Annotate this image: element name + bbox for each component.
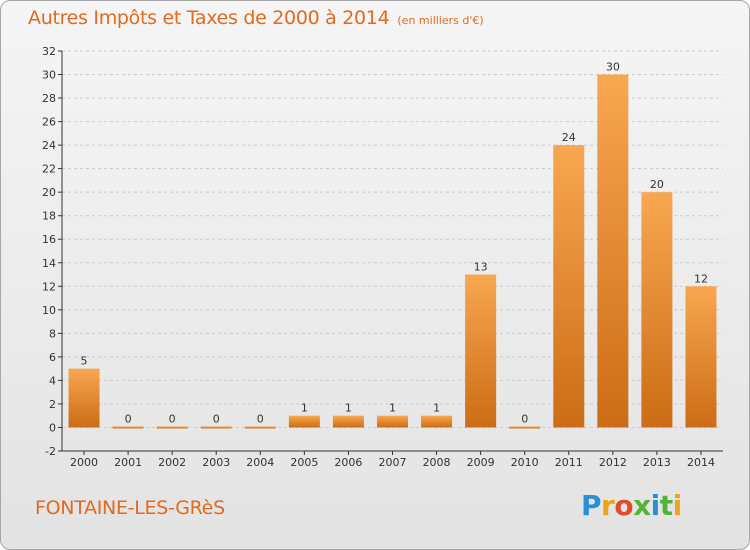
logo-letter: i	[650, 489, 661, 522]
bar-2000	[68, 368, 100, 428]
bar-2007	[377, 415, 408, 428]
data-label: 1	[301, 402, 308, 415]
bar-2004	[244, 426, 276, 429]
x-tick-label: 2008	[423, 456, 451, 469]
data-label: 0	[213, 412, 220, 425]
y-tick-label: 28	[42, 92, 56, 105]
data-label: 1	[389, 402, 396, 415]
y-tick-label: 4	[49, 374, 56, 387]
bar-2011	[553, 145, 585, 428]
x-tick-label: 2006	[334, 456, 362, 469]
y-tick-label: 32	[42, 45, 56, 58]
y-tick-label: 26	[42, 116, 56, 129]
data-label: 12	[694, 272, 708, 285]
bar-2013	[641, 192, 673, 428]
chart-title: Autres Impôts et Taxes de 2000 à 2014	[28, 7, 390, 29]
x-tick-label: 2002	[158, 456, 186, 469]
x-tick-label: 2004	[246, 456, 274, 469]
y-tick-label: 8	[49, 327, 56, 340]
logo-letter: x	[633, 489, 651, 522]
data-label: 5	[81, 355, 88, 368]
logo-letter: o	[614, 489, 634, 522]
bar-2010	[509, 426, 541, 429]
y-tick-label: 24	[42, 139, 56, 152]
x-tick-label: 2000	[70, 456, 98, 469]
logo-letter: r	[601, 489, 615, 522]
data-label: 0	[125, 412, 132, 425]
data-label: 24	[562, 131, 576, 144]
chart-unit: (en milliers d'€)	[397, 14, 484, 27]
y-tick-label: 6	[49, 351, 56, 364]
data-labels: 5 0 0 0 0 1 1 1 1 13 0 24 30 20 12	[81, 61, 708, 426]
y-tick-label: 30	[42, 69, 56, 82]
logo-letter: i	[672, 489, 683, 522]
x-tick-label: 2005	[290, 456, 318, 469]
bar-2009	[465, 274, 497, 428]
data-label: 13	[474, 261, 488, 274]
y-tick-label: 10	[42, 304, 56, 317]
chart-title-block: Autres Impôts et Taxes de 2000 à 2014 (en…	[28, 7, 484, 29]
commune-name: FONTAINE-LES-GRèS	[35, 497, 225, 519]
bar-2006	[332, 415, 364, 428]
x-tick-label: 2007	[379, 456, 407, 469]
bar-2014	[685, 286, 717, 428]
x-tick-label: 2014	[687, 456, 715, 469]
bar-2008	[421, 415, 453, 428]
y-tick-label: 20	[42, 186, 56, 199]
bars	[68, 74, 717, 429]
bar-2002	[156, 426, 188, 429]
y-tick-label: 22	[42, 163, 56, 176]
logo-letter: t	[659, 489, 673, 522]
x-tick-label: 2009	[467, 456, 495, 469]
x-tick-label: 2012	[599, 456, 627, 469]
data-label: 0	[169, 412, 176, 425]
y-tick-label: 0	[49, 421, 56, 434]
y-tick-label: 18	[42, 210, 56, 223]
bar-2001	[112, 426, 144, 429]
x-tick-label: 2011	[555, 456, 583, 469]
y-tick-label: 16	[42, 233, 56, 246]
proxiti-logo[interactable]: Proxiti	[581, 489, 682, 522]
x-tick-label: 2001	[114, 456, 142, 469]
y-tick-label: 2	[49, 398, 56, 411]
data-label: 1	[433, 402, 440, 415]
data-label: 1	[345, 402, 352, 415]
data-label: 0	[257, 412, 264, 425]
x-tick-label: 2003	[202, 456, 230, 469]
y-tick-label: 12	[42, 280, 56, 293]
x-tick-label: 2013	[643, 456, 671, 469]
bar-2005	[288, 415, 320, 428]
data-label: 20	[650, 178, 664, 191]
x-tick-label: 2010	[511, 456, 539, 469]
y-tick-label: 14	[42, 257, 56, 270]
logo-letter: P	[581, 489, 602, 522]
y-tick-label: -2	[45, 445, 56, 458]
data-label: 0	[521, 412, 528, 425]
bar-2012	[597, 74, 629, 428]
bar-2003	[200, 426, 232, 429]
data-label: 30	[606, 61, 620, 74]
